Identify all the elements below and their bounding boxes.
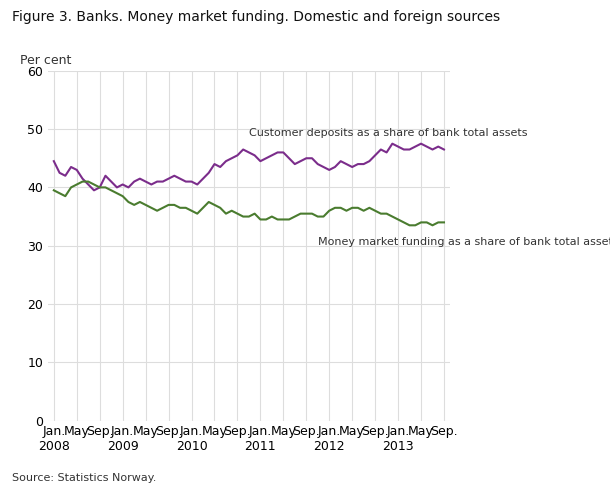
Text: Money market funding as a share of bank total assets: Money market funding as a share of bank … (318, 237, 610, 247)
Text: Source: Statistics Norway.: Source: Statistics Norway. (12, 473, 157, 483)
Text: Figure 3. Banks. Money market funding. Domestic and foreign sources: Figure 3. Banks. Money market funding. D… (12, 10, 500, 24)
Text: Per cent: Per cent (20, 54, 71, 67)
Text: Customer deposits as a share of bank total assets: Customer deposits as a share of bank tot… (249, 128, 528, 138)
